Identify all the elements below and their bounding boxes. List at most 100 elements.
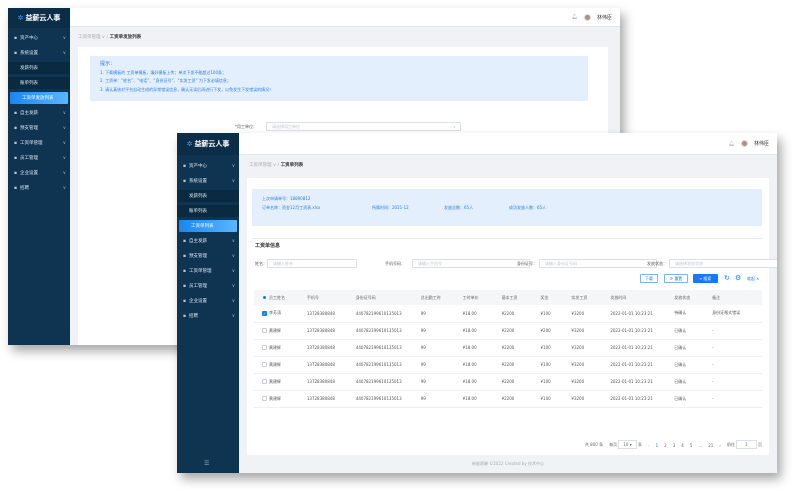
column-header: 基本工资 [501,290,541,305]
column-header: 身份证号码 [355,290,421,305]
filter-input[interactable]: 请输入身份证号码 [539,259,657,268]
column-header: 实发工资 [571,290,611,305]
row-checkbox[interactable]: ✓ [262,310,267,316]
table-cell: ¥3200 [571,339,611,357]
breadcrumb-parent[interactable]: 工资单管理 [78,35,101,40]
page-number[interactable]: 3 [672,442,676,448]
sidebar-item[interactable]: ▪ 预支管理 ∨ [177,250,239,262]
table-cell: ¥3200 [571,322,611,340]
sidebar-item[interactable]: 工资单列表 [179,220,237,232]
filter-input[interactable]: 请选择发放状态∨ [669,259,777,268]
table-cell: 2022-01-01 10:23:21 [610,373,675,391]
collapse-filter-button[interactable]: 收起 ∧ [747,276,760,281]
reset-button[interactable]: ⟳ 重置 [664,274,688,283]
building-icon: ▪ [14,170,18,176]
page-number[interactable]: 1 [655,442,659,448]
search-button[interactable]: ⌕ 搜索 [693,274,718,283]
sidebar-item[interactable]: 账单列表 [177,205,239,217]
table-cell: 99 [420,356,463,374]
settings-icon: ▪ [14,50,18,56]
table-row[interactable]: 黄建辉 13728380848 440782199610135013 99 ¥18.00… [254,356,762,374]
sidebar-item[interactable]: ▪ 工资单管理 ∨ [177,265,239,277]
recruit-icon: ▪ [183,313,187,319]
sidebar-item[interactable]: ▪ 资产中心 ∨ [8,32,70,44]
table-cell: 13728380848 [306,322,356,340]
table-cell: ¥2200 [501,339,541,357]
collapse-sidebar-icon[interactable]: ☰ [204,460,210,467]
user-name[interactable]: 林伟臣 [596,14,612,21]
table-row[interactable]: 黄建辉 13728380848 440782199610135013 99 ¥18.00… [254,373,762,391]
sidebar-item[interactable]: 发薪列表 [177,190,239,202]
page-number[interactable]: 5 [689,442,693,448]
avatar[interactable] [583,13,591,21]
chevron-down-icon: ∨ [62,125,66,131]
table-cell: ¥3200 [571,373,611,391]
avatar[interactable] [740,140,748,147]
filter-label: 手机号码： [385,261,405,266]
page-number[interactable]: 21 [708,442,714,448]
header: 🔔︎ 林伟臣 [239,133,777,155]
unit-select[interactable]: 请选择用工单位 ∨ [266,122,461,131]
page-number[interactable]: 2 [664,442,667,448]
table-cell: ¥200 [540,322,572,340]
sidebar-item[interactable]: ▪ 系统设置 ∨ [177,175,239,187]
table-cell: 黄建辉 [268,339,307,357]
table-cell: ¥3200 [571,356,611,374]
page-size-select[interactable]: 10 ▾ [618,440,637,449]
sidebar-item[interactable]: ▪ 资产中心 ∨ [177,160,239,172]
row-checkbox[interactable] [262,361,267,367]
sidebar-item[interactable]: ▪ 招聘 ∨ [177,310,239,322]
sidebar-item-label: 自主发薪 [189,239,207,244]
column-header: 手机号 [306,290,356,305]
sidebar-item[interactable]: 工资单发放列表 [10,92,68,104]
table-cell: ¥100 [540,373,572,391]
order-file: 订单名称：资金12月工资表.xlsx [262,204,321,210]
row-checkbox[interactable] [262,395,267,401]
next-page-icon[interactable]: › [719,442,721,448]
table-cell: 2022-01-01 10:23:21 [610,390,675,408]
total-count: 发放总数：65人 [444,204,474,210]
goto-page-input[interactable]: 1 [736,440,757,449]
row-checkbox[interactable] [262,344,267,350]
table-cell: 李芳涛 [268,305,307,323]
sidebar-item[interactable]: ▪ 招聘 ∨ [8,182,70,194]
section-title: 工资单信息 [255,243,281,249]
row-checkbox[interactable] [262,378,267,384]
column-header: 发放时间 [610,290,675,305]
bell-icon[interactable]: 🔔︎ [728,140,735,147]
select-all-checkbox[interactable] [262,295,267,300]
table-cell: 黄建辉 [268,322,307,340]
sidebar-item[interactable]: 发薪列表 [8,62,70,74]
filter-label: 姓名： [255,261,267,266]
table-row[interactable]: 黄建辉 13728380848 440782199610135013 99 ¥18.00… [254,322,762,340]
breadcrumb-parent[interactable]: 工资单管理 [249,163,272,168]
chevron-down-icon: ∨ [62,185,66,191]
filter-input[interactable]: 请输入手机号 [412,259,530,268]
sidebar-item[interactable]: ▪ 系统设置 ∨ [8,47,70,59]
prev-page-icon[interactable]: ‹ [648,442,650,448]
settings-icon[interactable]: ⚙ [735,274,742,282]
sidebar-item-label: 预支管理 [189,254,207,259]
bell-icon[interactable]: 🔔︎ [571,14,578,20]
table-row[interactable]: ✓ 李芳涛 13728380848 440782199610135013 99 ¥18.0… [254,305,762,323]
sidebar-item[interactable]: 账单列表 [8,77,70,89]
sidebar-item[interactable]: ▪ 自主发薪 ∨ [8,107,70,119]
sidebar-item[interactable]: ▪ 自主发薪 ∨ [177,235,239,247]
page-number[interactable]: 4 [681,442,684,448]
row-checkbox[interactable] [262,327,267,333]
sidebar-item[interactable]: ▪ 工资单管理 ∨ [8,137,70,149]
table-row[interactable]: 黄建辉 13728380848 440782199610135013 99 ¥18.00… [254,339,762,357]
sidebar-item[interactable]: ▪ 企业设置 ∨ [8,167,70,179]
download-button[interactable]: 下载 [640,274,658,283]
sidebar-item[interactable]: ▪ 员工管理 ∨ [177,280,239,292]
user-name[interactable]: 林伟臣 [753,141,769,147]
refresh-icon[interactable]: ↻ [724,274,730,282]
sidebar-item[interactable]: ▪ 预支管理 ∨ [8,122,70,134]
table-cell: - [712,390,762,408]
table-cell: 13728380848 [306,305,356,323]
sidebar-item[interactable]: ▪ 企业设置 ∨ [177,295,239,307]
filter-input[interactable]: 请输入姓名 [267,259,357,268]
table-row[interactable]: 黄建辉 13728380848 440782199610135013 99 ¥18.00… [254,390,762,408]
sidebar-item[interactable]: ▪ 员工管理 ∨ [8,152,70,164]
page-number[interactable]: ... [698,442,703,448]
